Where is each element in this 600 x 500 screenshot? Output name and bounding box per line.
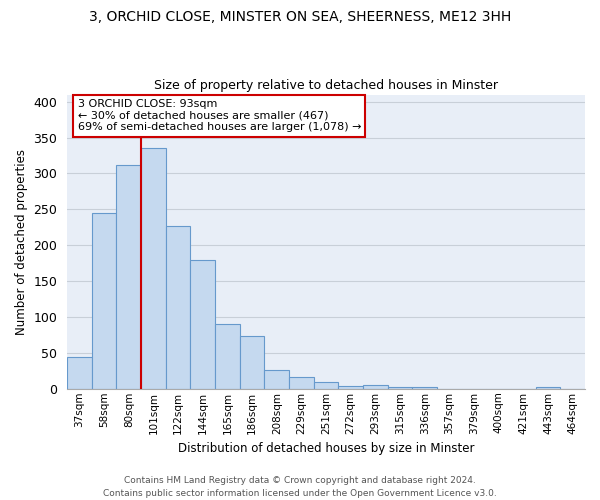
Title: Size of property relative to detached houses in Minster: Size of property relative to detached ho… <box>154 79 498 92</box>
Bar <box>289 378 314 389</box>
Text: 3, ORCHID CLOSE, MINSTER ON SEA, SHEERNESS, ME12 3HH: 3, ORCHID CLOSE, MINSTER ON SEA, SHEERNE… <box>89 10 511 24</box>
Bar <box>265 370 289 389</box>
Y-axis label: Number of detached properties: Number of detached properties <box>15 148 28 334</box>
Text: Contains HM Land Registry data © Crown copyright and database right 2024.
Contai: Contains HM Land Registry data © Crown c… <box>103 476 497 498</box>
Bar <box>67 357 92 389</box>
Bar <box>412 386 437 389</box>
Bar <box>116 165 141 389</box>
Bar <box>215 324 240 389</box>
Bar <box>141 148 166 389</box>
Bar <box>314 382 338 389</box>
Bar <box>536 386 560 389</box>
Bar <box>363 385 388 389</box>
Bar <box>240 336 265 389</box>
Bar <box>338 386 363 389</box>
Text: 3 ORCHID CLOSE: 93sqm
← 30% of detached houses are smaller (467)
69% of semi-det: 3 ORCHID CLOSE: 93sqm ← 30% of detached … <box>77 99 361 132</box>
Bar <box>92 213 116 389</box>
Bar <box>190 260 215 389</box>
Bar <box>166 226 190 389</box>
Bar <box>388 386 412 389</box>
X-axis label: Distribution of detached houses by size in Minster: Distribution of detached houses by size … <box>178 442 475 455</box>
